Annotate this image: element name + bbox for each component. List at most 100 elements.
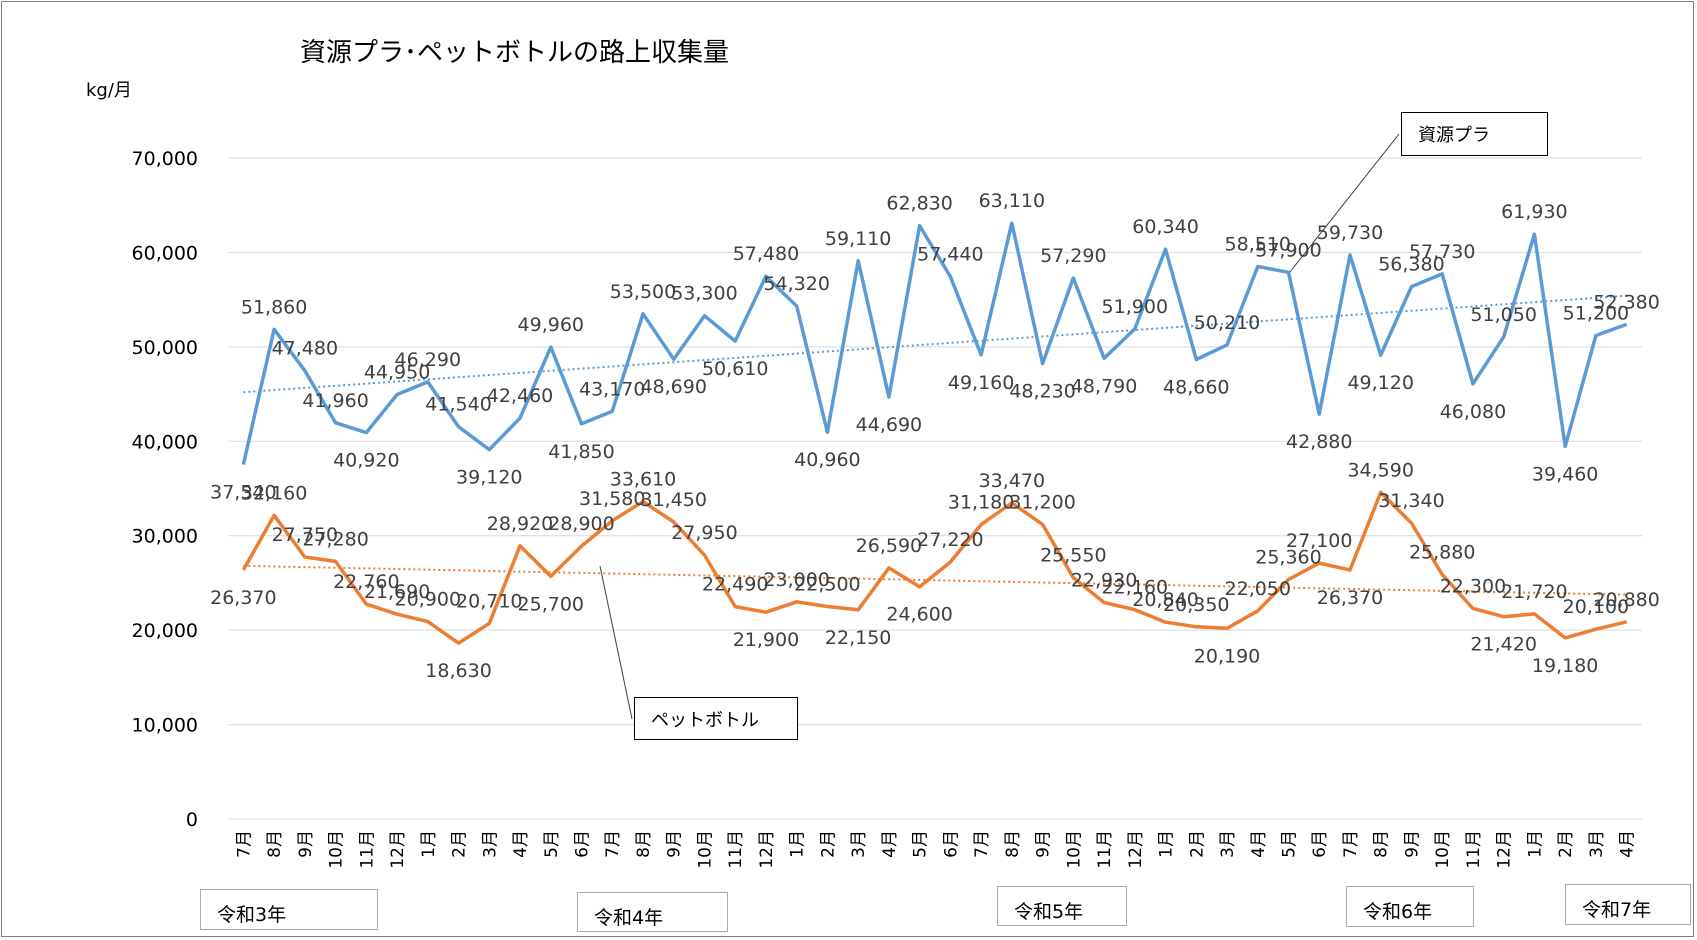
data-label: 27,750 [272,524,338,546]
data-label: 39,120 [456,467,522,489]
series-line-1 [241,490,1628,645]
x-tick-label: 4月 [1249,830,1269,858]
pet-series-callout: ペットボトル [634,697,798,740]
data-label: 48,690 [640,376,706,398]
data-label: 49,120 [1347,372,1413,394]
chart-title: 資源プラ･ペットボトルの路上収集量 [300,38,730,68]
data-label: 26,590 [856,535,922,557]
x-tick-label: 7月 [603,830,623,858]
data-label: 51,900 [1102,296,1168,318]
data-label: 25,700 [518,593,584,615]
data-label: 44,950 [364,362,430,384]
data-label: 26,370 [1317,587,1383,609]
data-label: 22,490 [702,574,768,596]
era-label-reiwa5: 令和5年 [997,886,1127,926]
x-tick-label: 3月 [1218,830,1238,858]
data-label: 27,280 [302,528,368,550]
x-tick-label: 10月 [1433,830,1453,869]
data-label: 27,950 [671,522,737,544]
y-tick-label: 70,000 [132,148,198,170]
y-axis-unit-label: kg/月 [86,80,132,101]
data-label: 25,360 [1255,547,1321,569]
x-tick-label: 7月 [234,830,254,858]
x-tick-label: 1月 [788,830,808,858]
data-label: 20,900 [395,589,461,611]
data-label: 21,420 [1470,634,1536,656]
trendline-1 [243,564,1627,596]
data-label: 49,160 [948,372,1014,394]
data-label: 49,960 [518,314,584,336]
data-label: 50,210 [1194,312,1260,334]
data-label: 39,460 [1532,463,1598,485]
data-label: 57,440 [917,244,983,266]
era-label-reiwa7: 令和7年 [1565,884,1691,925]
data-label: 42,880 [1286,431,1352,453]
era-label-reiwa3: 令和3年 [200,889,378,930]
x-tick-label: 1月 [1157,830,1177,858]
data-label: 53,300 [671,283,737,305]
x-tick-label: 11月 [357,830,377,869]
x-tick-label: 6月 [941,830,961,858]
y-tick-label: 40,000 [132,431,198,453]
data-label: 43,170 [579,378,645,400]
data-label: 25,550 [1040,545,1106,567]
data-label: 20,880 [1593,589,1659,611]
data-label: 20,710 [456,590,522,612]
data-label: 22,050 [1225,578,1291,600]
x-tick-label: 4月 [511,830,531,858]
data-label: 57,730 [1409,241,1475,263]
data-label: 27,100 [1286,530,1352,552]
x-tick-label: 6月 [1310,830,1330,858]
data-label: 34,590 [1347,459,1413,481]
data-label: 28,920 [487,513,553,535]
data-label: 53,500 [610,281,676,303]
x-tick-label: 1月 [419,830,439,858]
data-label: 63,110 [979,190,1045,212]
x-tick-label: 11月 [1464,830,1484,869]
x-tick-label: 6月 [573,830,593,858]
data-label: 31,180 [948,492,1014,514]
data-label: 41,850 [548,441,614,463]
x-tick-label: 2月 [1187,830,1207,858]
x-tick-label: 11月 [1095,830,1115,869]
data-label: 37,540 [210,482,276,504]
data-label: 27,220 [917,529,983,551]
data-label: 52,380 [1593,291,1659,313]
data-label: 23,000 [763,569,829,591]
y-tick-label: 30,000 [132,526,198,548]
x-tick-label: 5月 [1280,830,1300,858]
data-label: 25,880 [1409,542,1475,564]
data-label: 54,320 [763,273,829,295]
data-label: 21,690 [364,581,430,603]
x-tick-label: 2月 [1556,830,1576,858]
data-label: 58,510 [1225,233,1291,255]
x-tick-label: 12月 [1126,830,1146,869]
plastic-series-callout: 資源プラ [1401,112,1548,156]
x-tick-label: 12月 [388,830,408,869]
era-label-reiwa6: 令和6年 [1346,886,1474,927]
y-tick-label: 0 [186,809,198,831]
y-tick-label: 60,000 [132,242,198,264]
x-tick-label: 12月 [757,830,777,869]
x-tick-label: 9月 [1034,830,1054,858]
era-label-reiwa4: 令和4年 [577,892,728,932]
data-label: 51,200 [1563,303,1629,325]
data-label: 46,290 [395,349,461,371]
data-label: 46,080 [1440,401,1506,423]
x-tick-label: 7月 [1341,830,1361,858]
x-tick-label: 5月 [542,830,562,858]
data-label: 48,660 [1163,377,1229,399]
data-label: 62,830 [886,193,952,215]
data-label: 31,200 [1009,491,1075,513]
x-tick-label: 10月 [695,830,715,869]
x-tick-label: 3月 [1587,830,1607,858]
x-tick-label: 8月 [1372,830,1392,858]
data-label: 47,480 [272,338,338,360]
data-label: 22,160 [1102,577,1168,599]
data-label: 20,190 [1194,645,1260,667]
data-label: 33,610 [610,469,676,491]
x-tick-label: 3月 [480,830,500,858]
data-label: 31,340 [1378,490,1444,512]
